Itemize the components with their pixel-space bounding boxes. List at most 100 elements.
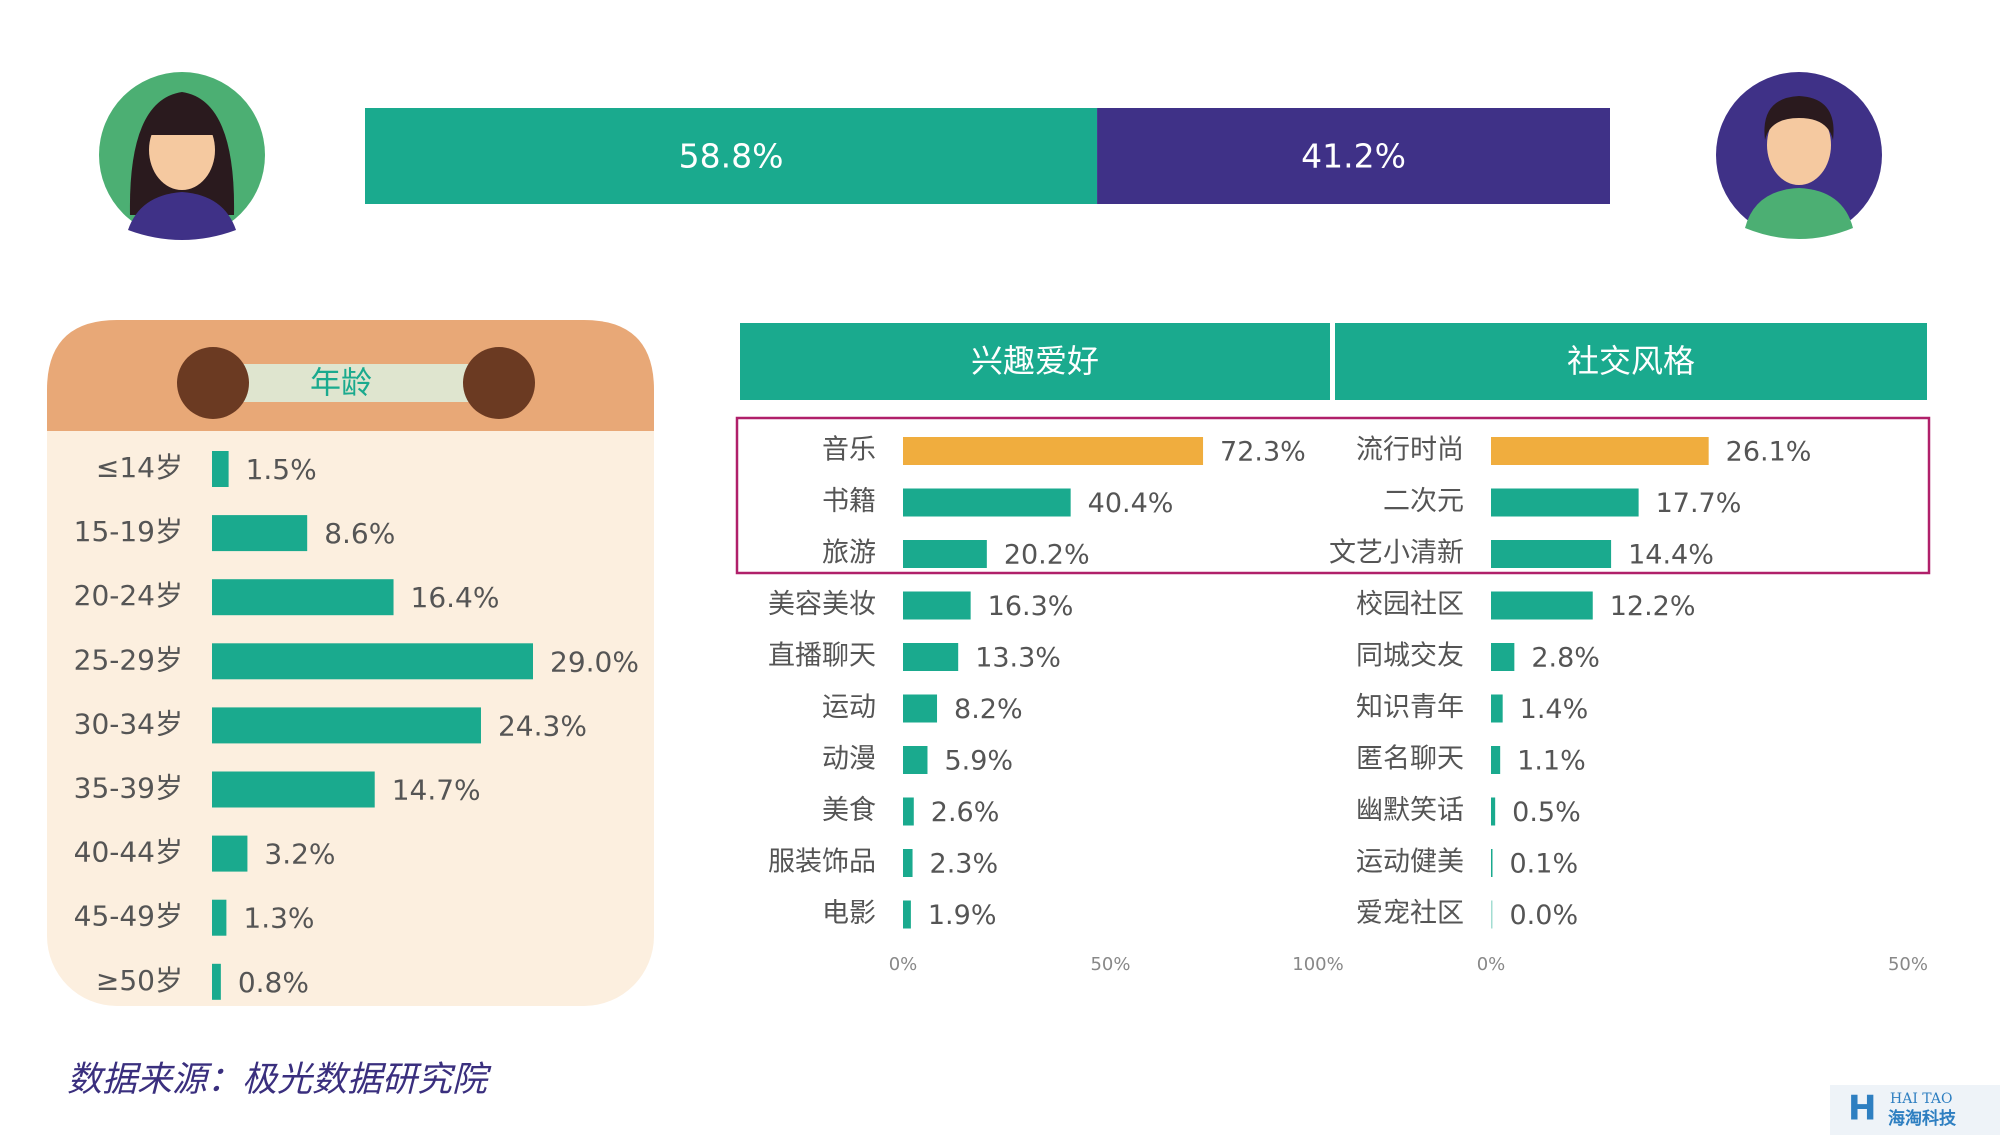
header [740, 323, 1330, 400]
category-label: 直播聊天 [768, 641, 876, 672]
category-label: 文艺小清新 [1329, 538, 1464, 569]
category-label: 35-39岁 [74, 772, 183, 805]
value-label: 16.4% [411, 581, 500, 614]
category-label: 匿名聊天 [1356, 744, 1464, 775]
value-label: 13.3% [975, 643, 1061, 674]
header-title: 兴趣爱好 [971, 342, 1099, 380]
value-label: 12.2% [1610, 591, 1696, 622]
age-title-band [213, 364, 499, 402]
category-label: 书籍 [822, 486, 876, 517]
bar [903, 746, 928, 774]
bar [212, 771, 375, 808]
x-tick-label: 50% [1888, 954, 1928, 975]
category-label: 知识青年 [1356, 692, 1464, 723]
bar [903, 591, 971, 620]
category-label: 旅游 [822, 538, 876, 569]
category-label: 幽默笑话 [1356, 795, 1464, 826]
value-label: 1.4% [1520, 694, 1589, 725]
value-label: 5.9% [944, 746, 1013, 777]
category-label: 二次元 [1383, 486, 1464, 517]
bar [903, 488, 1071, 517]
value-label: 17.7% [1656, 488, 1742, 519]
bar [903, 797, 914, 826]
value-label: 14.7% [392, 774, 481, 807]
value-label: 2.3% [930, 849, 999, 880]
bar [1491, 488, 1639, 517]
bar [1491, 797, 1496, 826]
share-segment [1097, 108, 1610, 204]
bar [212, 707, 481, 744]
category-label: 美容美妆 [768, 589, 876, 620]
value-label: 0.0% [1510, 900, 1579, 931]
category-label: ≤14岁 [96, 451, 183, 484]
category-label: 音乐 [822, 435, 876, 466]
bar [1491, 437, 1709, 465]
category-label: 校园社区 [1356, 589, 1464, 620]
value-label: 58.8% [679, 137, 784, 176]
value-label: 1.9% [928, 900, 997, 931]
bar [1491, 643, 1515, 671]
category-label: 运动 [822, 692, 876, 723]
bar [212, 835, 248, 872]
value-label: 0.1% [1510, 849, 1579, 880]
source: 数据来源：极光数据研究院 [67, 1060, 492, 1100]
bar [1491, 746, 1501, 774]
bar [1491, 849, 1493, 877]
category-label: 美食 [822, 795, 876, 826]
value-label: 29.0% [550, 645, 639, 678]
category-label: 15-19岁 [74, 515, 183, 548]
x-tick-label: 0% [1477, 954, 1506, 975]
bar [903, 694, 938, 723]
logo-bg [1830, 1085, 2000, 1135]
value-label: 41.2% [1301, 137, 1406, 176]
male-avatar [1716, 72, 1882, 239]
bar [1491, 694, 1503, 723]
bar [903, 540, 987, 568]
age-title: 年龄 [310, 366, 372, 402]
share-segment [365, 108, 1098, 204]
value-label: 16.3% [988, 591, 1074, 622]
logo-cn: 海淘科技 [1888, 1108, 1957, 1129]
category-label: 动漫 [822, 744, 876, 775]
highlight-box [735, 416, 1931, 575]
category-label: 45-49岁 [74, 900, 183, 933]
category-label: 电影 [822, 898, 876, 929]
category-label: 爱宠社区 [1356, 898, 1464, 929]
header-title: 社交风格 [1567, 342, 1695, 380]
bar [903, 849, 913, 877]
value-label: 8.2% [954, 694, 1023, 725]
category-label: 40-44岁 [74, 836, 183, 869]
logo-en: HAI TAO [1890, 1091, 1952, 1107]
value-label: 14.4% [1628, 540, 1714, 571]
bar [903, 437, 1204, 465]
bar [212, 963, 221, 1000]
x-tick-label: 0% [889, 954, 918, 975]
category-label: 服装饰品 [768, 847, 876, 878]
value-label: 24.3% [498, 709, 587, 742]
value-label: 26.1% [1726, 437, 1812, 468]
ring [177, 347, 249, 419]
value-label: 20.2% [1004, 540, 1090, 571]
header [1335, 323, 1927, 400]
category-label: 30-34岁 [74, 707, 183, 740]
bar [903, 643, 959, 671]
value-label: 3.2% [264, 838, 335, 871]
value-label: 2.8% [1531, 643, 1600, 674]
bar [212, 899, 227, 936]
category-label: 流行时尚 [1356, 435, 1464, 466]
bar [212, 451, 229, 487]
value-label: 2.6% [931, 797, 1000, 828]
category-label: 25-29岁 [74, 643, 183, 676]
category-label: 20-24岁 [74, 579, 183, 612]
value-label: 0.5% [1512, 797, 1581, 828]
value-label: 72.3% [1220, 437, 1306, 468]
bar [212, 579, 394, 616]
bar [212, 643, 533, 680]
bar [1491, 900, 1493, 929]
x-tick-label: 50% [1090, 954, 1130, 975]
value-label: 1.3% [243, 902, 314, 935]
ring [463, 347, 535, 419]
value-label: 0.8% [238, 966, 309, 999]
value-label: 1.1% [1517, 746, 1586, 777]
